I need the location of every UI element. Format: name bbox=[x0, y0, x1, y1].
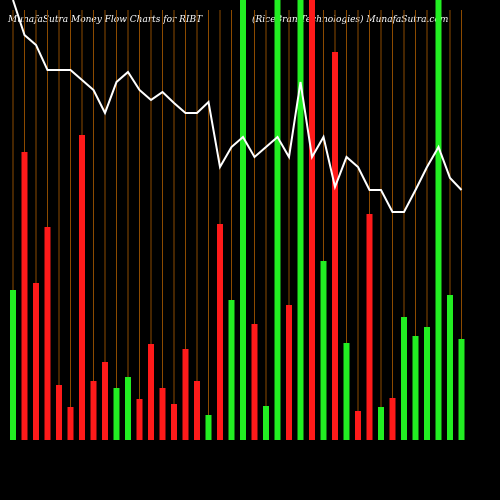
bar bbox=[366, 214, 373, 440]
bar bbox=[320, 261, 327, 440]
bar bbox=[378, 407, 384, 440]
bar bbox=[286, 305, 292, 440]
line bbox=[12, 0, 463, 213]
bar bbox=[240, 0, 246, 440]
bar bbox=[424, 327, 430, 440]
bar bbox=[458, 339, 465, 440]
chart-subtitle: (RiceBran Technologies) MunafaSutra.com bbox=[252, 14, 448, 25]
bar bbox=[355, 411, 361, 440]
bar bbox=[182, 349, 189, 440]
bar bbox=[67, 407, 74, 440]
bar bbox=[263, 406, 269, 440]
bar bbox=[10, 290, 16, 440]
bar bbox=[56, 385, 62, 440]
bar bbox=[274, 0, 281, 440]
bar bbox=[389, 398, 396, 440]
bar bbox=[21, 152, 28, 440]
bar bbox=[217, 224, 223, 440]
bar bbox=[33, 283, 39, 440]
bar bbox=[309, 0, 315, 440]
bar bbox=[447, 295, 453, 440]
bar bbox=[102, 362, 108, 440]
bar bbox=[171, 404, 177, 440]
bar bbox=[412, 336, 419, 440]
bar bbox=[136, 399, 143, 440]
bar bbox=[228, 300, 235, 440]
bar bbox=[159, 388, 166, 440]
bar bbox=[44, 227, 51, 440]
bar bbox=[148, 344, 154, 440]
bar bbox=[435, 0, 442, 440]
bar bbox=[79, 135, 85, 440]
bar bbox=[251, 324, 258, 440]
bar bbox=[205, 415, 212, 440]
bar bbox=[125, 377, 131, 440]
bar bbox=[297, 0, 304, 440]
bar bbox=[113, 388, 120, 440]
bar bbox=[194, 381, 200, 440]
bar bbox=[90, 381, 97, 440]
bar bbox=[332, 52, 338, 440]
bar bbox=[401, 317, 407, 440]
bar bbox=[343, 343, 350, 440]
